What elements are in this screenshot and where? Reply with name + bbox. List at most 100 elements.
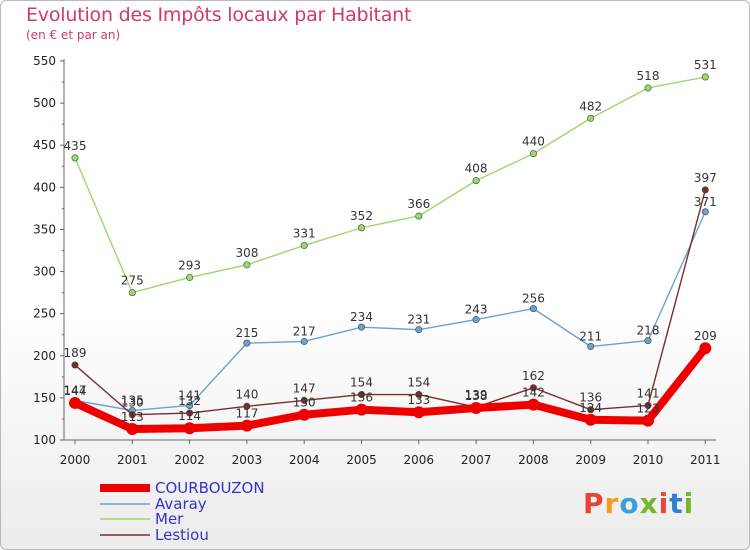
proxiti-logo: Proxiti	[583, 487, 694, 520]
logo-letter: x	[639, 487, 659, 520]
data-label: 408	[465, 162, 488, 176]
legend-label: Mer	[155, 510, 184, 528]
data-label: 124	[579, 401, 602, 415]
data-label: 114	[178, 409, 201, 423]
data-point	[587, 406, 595, 414]
data-point	[69, 396, 81, 409]
data-label: 482	[579, 99, 602, 113]
data-label: 154	[350, 376, 373, 390]
data-label: 123	[637, 402, 660, 416]
series-line-lestiou	[74, 189, 706, 416]
data-point	[243, 261, 251, 269]
data-label: 331	[293, 226, 316, 240]
y-tick-label: 150	[33, 391, 56, 405]
x-tick-label: 2008	[518, 453, 549, 467]
data-point	[644, 84, 652, 92]
x-tick-label: 2001	[117, 453, 148, 467]
data-point	[415, 326, 423, 334]
x-tick-label: 2009	[575, 453, 606, 467]
data-label: 440	[522, 135, 545, 149]
data-label: 366	[407, 197, 430, 211]
data-point	[186, 409, 194, 417]
data-point	[584, 413, 597, 426]
data-point	[355, 403, 368, 416]
data-label: 138	[465, 389, 488, 403]
data-label: 189	[64, 346, 87, 360]
data-point	[529, 384, 537, 392]
data-label: 234	[350, 310, 373, 324]
x-tick-label: 2006	[404, 453, 435, 467]
data-point	[587, 343, 595, 351]
x-tick-label: 2011	[690, 453, 721, 467]
data-point	[298, 408, 311, 421]
data-label: 211	[579, 330, 602, 344]
data-label: 136	[579, 391, 602, 405]
data-point	[527, 398, 540, 411]
data-point	[470, 401, 483, 414]
data-label: 435	[64, 139, 87, 153]
logo-letter: t	[669, 487, 684, 520]
data-point	[71, 361, 79, 369]
data-label: 217	[293, 324, 316, 338]
series-line-courbouzon	[71, 344, 710, 434]
data-label: 113	[121, 410, 144, 424]
y-tick-label: 500	[33, 96, 56, 110]
data-label: 518	[637, 69, 660, 83]
data-point	[128, 411, 136, 419]
data-point	[529, 150, 537, 158]
data-point	[415, 391, 423, 399]
x-tick-label: 2003	[232, 453, 263, 467]
legend-label: Lestiou	[155, 526, 209, 544]
data-point	[699, 342, 712, 355]
y-tick-label: 350	[33, 222, 56, 236]
data-label: 147	[293, 381, 316, 395]
data-label: 139	[465, 388, 488, 402]
y-tick-label: 250	[33, 307, 56, 321]
x-tick-label: 2010	[633, 453, 664, 467]
data-label: 218	[637, 324, 660, 338]
data-point	[529, 305, 537, 313]
x-tick-label: 2007	[461, 453, 492, 467]
chart-title: Evolution des Impôts locaux par Habitant	[26, 4, 412, 26]
data-point	[240, 419, 253, 432]
logo-letter: r	[604, 487, 620, 520]
data-label: 130	[121, 396, 144, 410]
data-point	[644, 401, 652, 409]
data-label: 141	[178, 388, 201, 402]
data-point	[701, 208, 709, 216]
data-point	[357, 323, 365, 331]
legend-label: COURBOUZON	[155, 479, 265, 497]
data-label: 117	[235, 407, 258, 421]
data-label: 135	[121, 394, 144, 408]
logo-letter: P	[583, 487, 605, 520]
data-point	[701, 73, 709, 81]
logo-letter: i	[658, 487, 670, 520]
legend-label: Avaray	[155, 495, 207, 513]
data-label: 162	[522, 369, 545, 383]
data-label: 130	[293, 396, 316, 410]
data-point	[357, 391, 365, 399]
y-tick-label: 200	[33, 349, 56, 363]
data-label: 308	[235, 246, 258, 260]
data-point	[128, 289, 136, 297]
data-point	[126, 423, 139, 436]
data-label: 132	[178, 394, 201, 408]
data-label: 531	[694, 58, 717, 72]
data-label: 352	[350, 209, 373, 223]
y-tick-label: 100	[33, 433, 56, 447]
x-tick-label: 2000	[60, 453, 91, 467]
data-label: 154	[407, 376, 430, 390]
data-label: 133	[407, 393, 430, 407]
x-tick-label: 2002	[174, 453, 205, 467]
data-label: 231	[407, 313, 430, 327]
y-tick-label: 400	[33, 180, 56, 194]
data-label: 147	[64, 383, 87, 397]
data-point	[71, 154, 79, 162]
data-label: 141	[637, 386, 660, 400]
data-label: 144	[64, 384, 87, 398]
data-point	[587, 114, 595, 122]
data-point	[412, 406, 425, 419]
series-line-mer	[74, 76, 706, 294]
data-label: 293	[178, 258, 201, 272]
